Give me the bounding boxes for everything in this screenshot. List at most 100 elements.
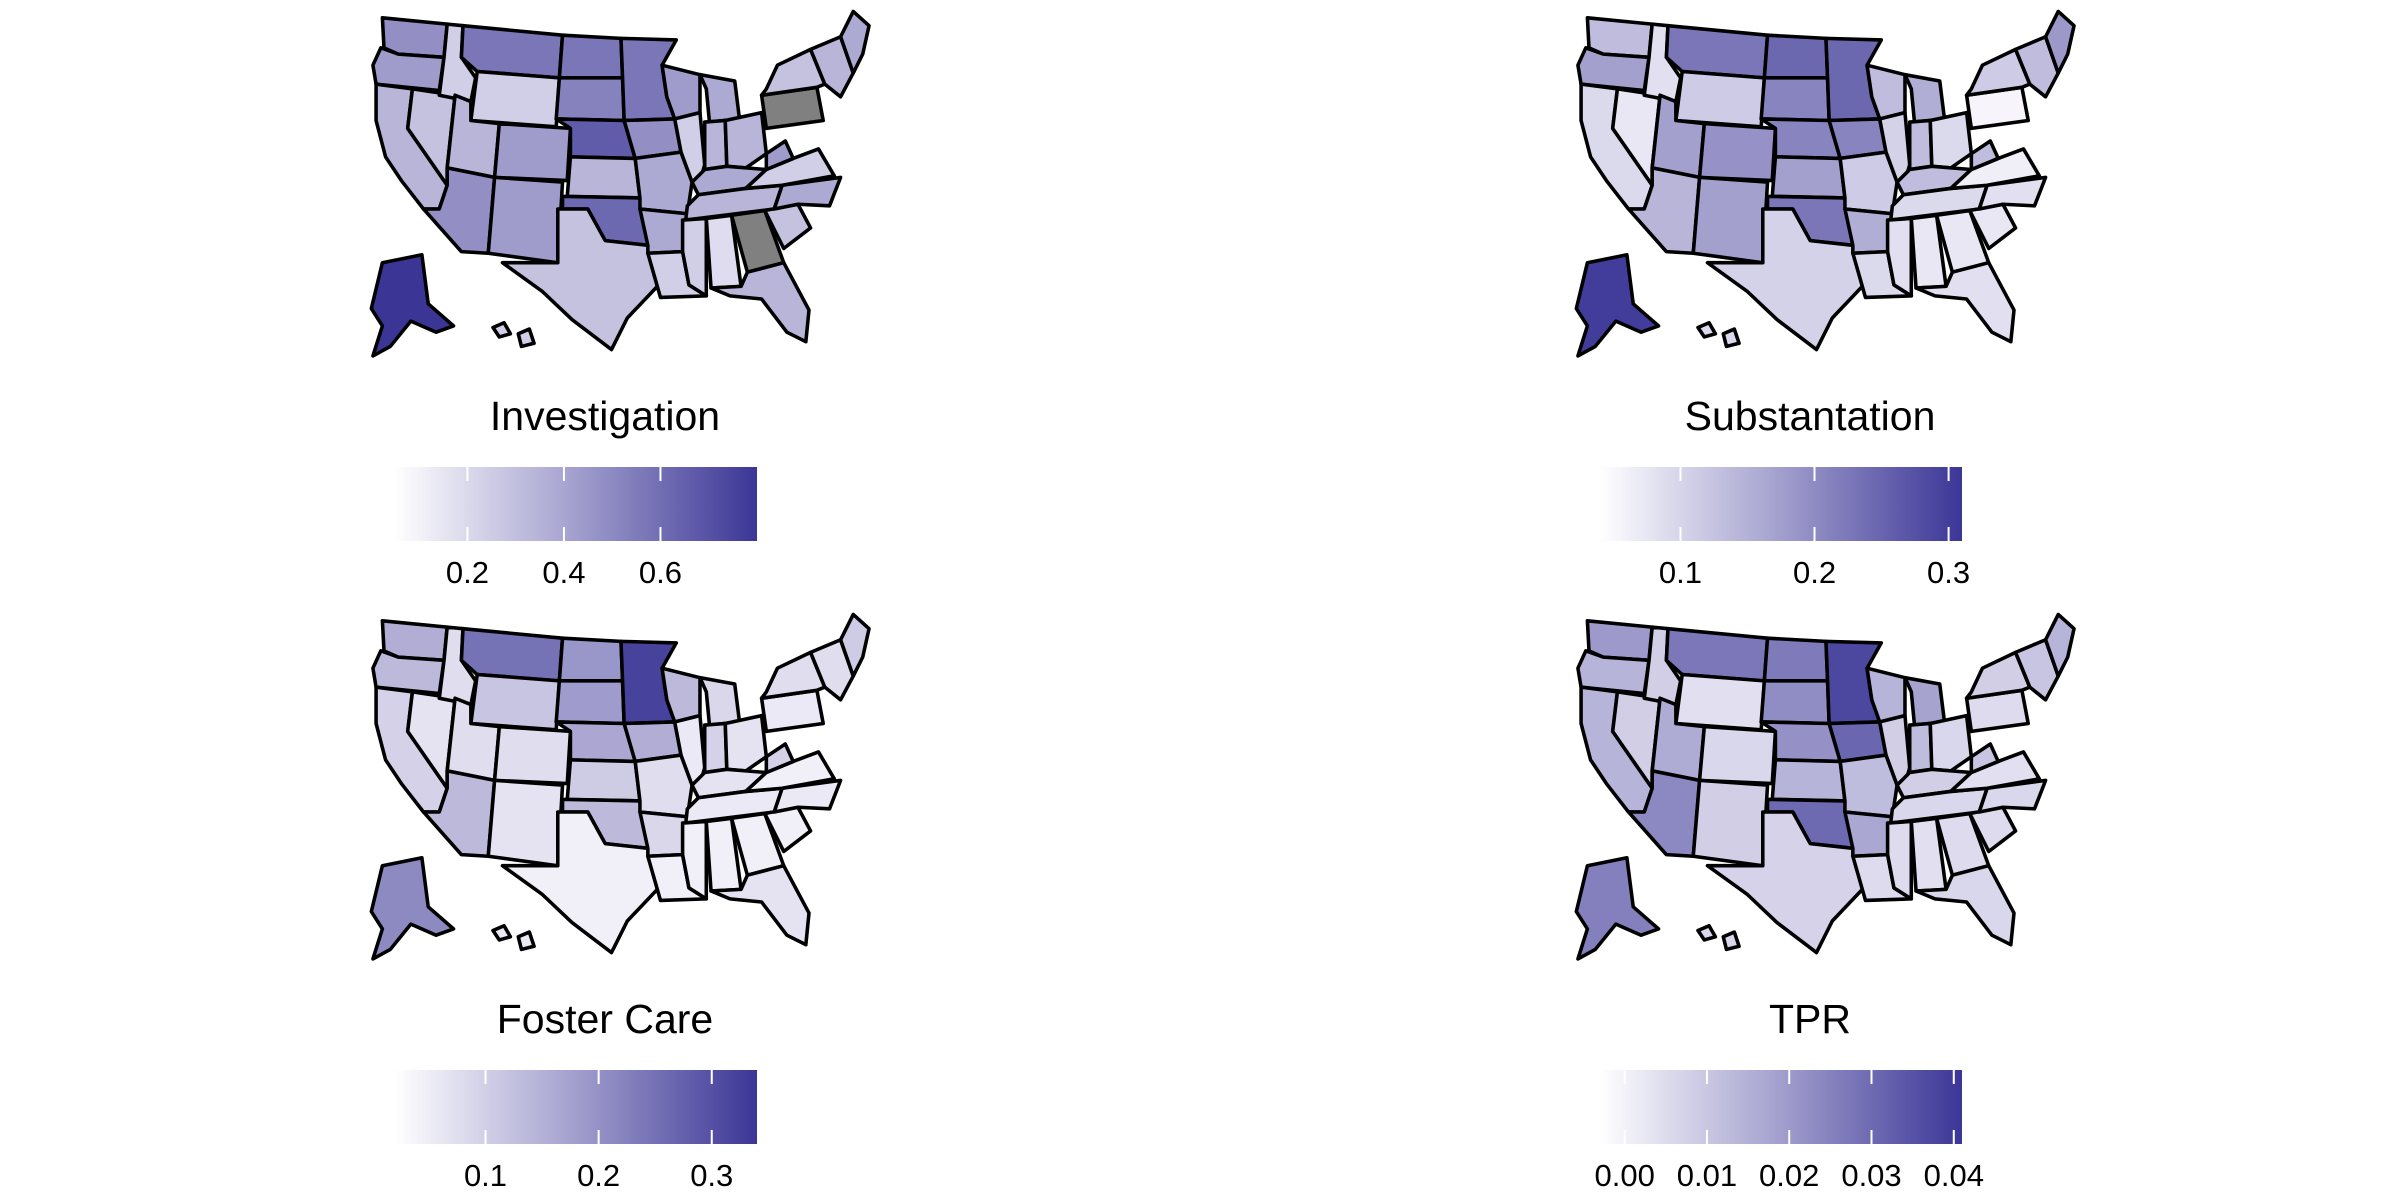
color-scale-bar [395,467,757,541]
state-ms [680,216,709,298]
state-sd [1759,679,1831,726]
state-co [492,724,573,786]
state-ks [1770,155,1847,200]
color-scale-tick-label: 0.3 [690,1158,734,1193]
panel-substantation: Substantation 0.1 0.2 0.3 [1510,0,2110,600]
state-ne-region [2013,637,2061,702]
state-me [838,9,871,75]
state-mi [698,72,742,124]
color-scale-bar [1600,467,1962,541]
color-scale-tick-label: 0.2 [577,1158,621,1193]
legend-title: Substantation [1684,393,1936,439]
color-scale-tick-label: 0.3 [1927,555,1971,590]
state-tx [1705,207,1865,352]
color-scale-tick-label: 0.03 [1841,1158,1902,1193]
state-tx [500,810,660,955]
color-scale-bar [1600,1070,1962,1144]
state-tx [500,207,660,352]
state-ak [369,253,456,358]
state-oh [723,713,769,773]
panel-foster-care: Foster Care 0.1 0.2 0.3 [305,603,905,1203]
us-state-map [1510,603,2110,968]
state-wv [1969,742,2000,775]
state-ms [1885,216,1914,298]
state-hi [491,923,536,952]
legend-title: Investigation [489,393,721,439]
state-wv [1969,139,2000,172]
us-state-map [305,603,905,968]
state-me [2043,9,2076,75]
state-ne-region [2013,34,2061,99]
state-fl [709,863,811,947]
state-me [2043,612,2076,678]
color-scale-ticks: 0.1 0.2 0.3 [395,1158,757,1198]
state-in [1907,721,1934,775]
state-wv [764,742,795,775]
state-oh [1928,110,1974,170]
state-nd [557,33,625,80]
state-wy [469,69,562,129]
state-nd [557,636,625,683]
color-scale-tick-label: 0.00 [1594,1158,1655,1193]
state-sd [554,679,626,726]
state-ms [680,819,709,901]
state-ar [1843,207,1895,255]
state-oh [1928,713,1974,773]
state-wy [469,672,562,732]
state-wy [1674,69,1767,129]
state-ak [1574,856,1661,961]
state-mi [1903,675,1947,727]
state-ne-region [808,34,856,99]
state-co [1697,121,1778,183]
legend-title: Foster Care [496,996,714,1042]
state-ms [1885,819,1914,901]
state-in [702,721,729,775]
legend-title: TPR [1769,996,1851,1042]
state-nm [1691,778,1770,868]
state-mi [698,675,742,727]
state-mi [1903,72,1947,124]
color-scale-ticks: 0.1 0.2 0.3 [1600,555,1970,595]
state-nd [1762,636,1830,683]
state-ak [1574,253,1661,358]
state-sd [554,76,626,123]
state-hi [1696,923,1741,952]
color-scale-bar [395,1070,757,1144]
color-scale-tick-label: 0.2 [1792,555,1837,590]
state-in [702,118,729,172]
panel-tpr: TPR 0.00 0.01 0.02 0.03 0.04 [1510,603,2110,1203]
color-scale-gradient [1600,1070,1962,1144]
state-ar [638,207,690,255]
color-scale-tick-label: 0.2 [445,555,489,590]
us-state-map [305,0,905,365]
state-ne-region [808,637,856,702]
state-ks [1770,758,1847,803]
color-scale-tick-label: 0.1 [1658,555,1702,590]
panel-investigation: Investigation 0.2 0.4 0.6 [305,0,905,600]
color-scale-tick-label: 0.6 [638,555,683,590]
color-scale-tick-label: 0.01 [1676,1158,1738,1193]
state-wy [1674,672,1767,732]
color-scale-ticks: 0.2 0.4 0.6 [395,555,757,595]
color-scale-gradient [1600,467,1962,541]
state-fl [1914,260,2016,344]
state-nm [1691,175,1770,265]
color-scale-gradient [395,1070,757,1144]
state-fl [709,260,811,344]
us-state-map [1510,0,2110,365]
state-oh [723,110,769,170]
color-scale-tick-label: 0.1 [463,1158,508,1193]
state-nd [1762,33,1830,80]
state-co [1697,724,1778,786]
color-scale-ticks: 0.00 0.01 0.02 0.03 0.04 [1595,1158,1984,1198]
color-scale-gradient [395,467,757,541]
state-me [838,612,871,678]
state-ks [565,155,642,200]
color-scale-tick-label: 0.04 [1923,1158,1984,1193]
state-ks [565,758,642,803]
state-co [492,121,573,183]
state-ar [638,810,690,858]
state-tx [1705,810,1865,955]
state-nm [486,778,565,868]
state-ar [1843,810,1895,858]
